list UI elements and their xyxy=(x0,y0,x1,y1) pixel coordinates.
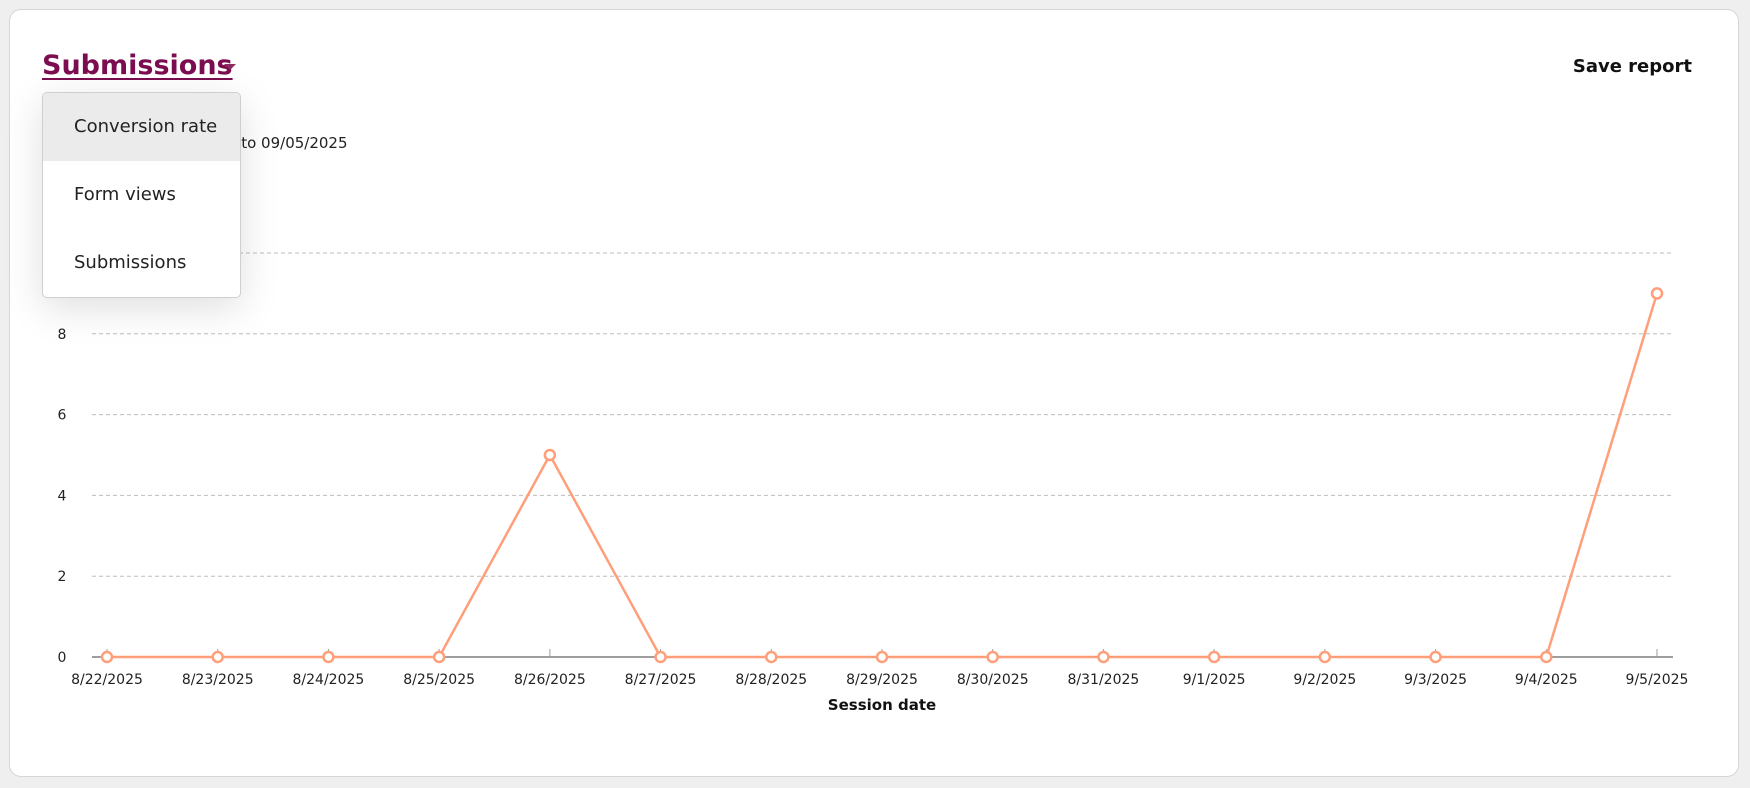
data-point xyxy=(1540,650,1553,664)
x-tick-label: 8/25/2025 xyxy=(403,672,475,688)
x-tick-label: 8/27/2025 xyxy=(625,672,697,688)
menu-item-submissions[interactable]: Submissions xyxy=(74,252,187,273)
data-point xyxy=(322,650,335,664)
x-tick-label: 9/4/2025 xyxy=(1515,672,1578,688)
caret-down-icon[interactable] xyxy=(224,64,236,70)
y-tick-label: 0 xyxy=(58,650,67,666)
data-point xyxy=(1429,650,1442,664)
data-point xyxy=(1318,650,1332,664)
metric-dropdown-menu: Conversion rate Form views Submissions xyxy=(42,92,241,298)
metric-selector[interactable]: Submissions xyxy=(42,50,233,81)
data-point xyxy=(100,650,114,664)
x-tick-label: 8/22/2025 xyxy=(71,672,143,688)
x-tick-label: 8/29/2025 xyxy=(846,672,918,688)
series-line xyxy=(107,293,1659,659)
x-tick-label: 8/23/2025 xyxy=(182,672,254,688)
menu-item-conversion-rate[interactable]: Conversion rate xyxy=(43,93,240,161)
report-card xyxy=(9,9,1739,777)
y-tick-label: 6 xyxy=(58,408,67,424)
x-tick-label: 8/30/2025 xyxy=(957,672,1029,688)
data-point xyxy=(1207,650,1221,664)
data-point xyxy=(654,650,667,664)
save-report-button[interactable]: Save report xyxy=(1572,56,1692,77)
x-tick-label: 8/24/2025 xyxy=(293,672,365,688)
x-tick-label: 8/28/2025 xyxy=(735,672,807,688)
y-tick-label: 4 xyxy=(58,488,67,504)
data-point xyxy=(432,650,446,664)
data-point xyxy=(875,650,889,664)
data-point xyxy=(986,650,999,664)
y-tick-label: 2 xyxy=(58,569,67,585)
x-tick-label: 9/1/2025 xyxy=(1183,672,1246,688)
x-tick-label: 9/3/2025 xyxy=(1404,672,1467,688)
data-point xyxy=(1650,287,1664,300)
data-point xyxy=(1097,650,1110,664)
data-point xyxy=(543,448,557,462)
x-tick-label: 8/26/2025 xyxy=(514,672,586,688)
x-axis-title: Session date xyxy=(828,696,936,714)
menu-item-form-views[interactable]: Form views xyxy=(74,184,176,205)
x-tick-label: 9/2/2025 xyxy=(1293,672,1356,688)
y-tick-label: 8 xyxy=(58,327,67,343)
x-tick-label: 9/5/2025 xyxy=(1626,672,1689,688)
data-point xyxy=(765,650,778,664)
x-tick-label: 8/31/2025 xyxy=(1068,672,1140,688)
data-point xyxy=(211,650,224,664)
